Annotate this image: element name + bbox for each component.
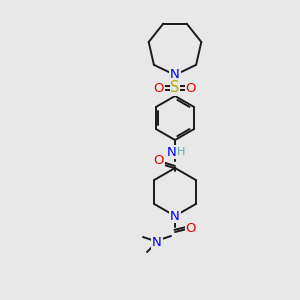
Text: N: N <box>170 209 180 223</box>
Text: N: N <box>152 236 162 248</box>
Text: O: O <box>154 82 164 94</box>
Text: O: O <box>186 221 196 235</box>
Text: O: O <box>154 154 164 167</box>
Text: H: H <box>177 147 185 157</box>
Text: S: S <box>170 80 180 95</box>
Text: N: N <box>167 146 177 158</box>
Text: N: N <box>170 68 180 82</box>
Text: O: O <box>186 82 196 94</box>
